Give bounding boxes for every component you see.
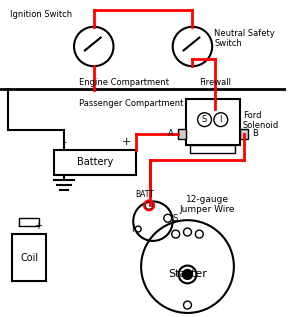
Bar: [12, 234, 46, 281]
Text: -: -: [62, 137, 66, 147]
Text: I: I: [220, 115, 222, 124]
Bar: [54, 150, 136, 175]
Bar: [19, 218, 39, 226]
Bar: [240, 129, 248, 139]
Text: 12-gauge
Jumper Wire: 12-gauge Jumper Wire: [180, 195, 235, 214]
Text: S: S: [173, 214, 178, 223]
Text: +: +: [122, 137, 131, 147]
Bar: [186, 99, 240, 145]
Text: A: A: [168, 129, 174, 138]
Text: -: -: [18, 221, 21, 231]
Text: Passenger Compartment: Passenger Compartment: [79, 99, 183, 108]
Text: S: S: [202, 115, 207, 124]
Text: +: +: [35, 221, 43, 231]
Text: Ford
Solenoid: Ford Solenoid: [243, 111, 279, 130]
Text: Starter: Starter: [168, 269, 207, 280]
Text: Firewall: Firewall: [199, 78, 231, 87]
Bar: [191, 145, 235, 153]
Circle shape: [183, 269, 193, 279]
Text: BATT: BATT: [136, 191, 155, 199]
Text: Engine Compartment: Engine Compartment: [79, 78, 169, 87]
Text: Battery: Battery: [77, 158, 113, 167]
Text: B: B: [252, 129, 258, 138]
Bar: [178, 129, 186, 139]
Text: Neutral Safety
Switch: Neutral Safety Switch: [214, 29, 275, 48]
Text: Coil: Coil: [20, 253, 38, 263]
Text: I: I: [131, 224, 133, 234]
Text: Ignition Switch: Ignition Switch: [10, 10, 72, 19]
